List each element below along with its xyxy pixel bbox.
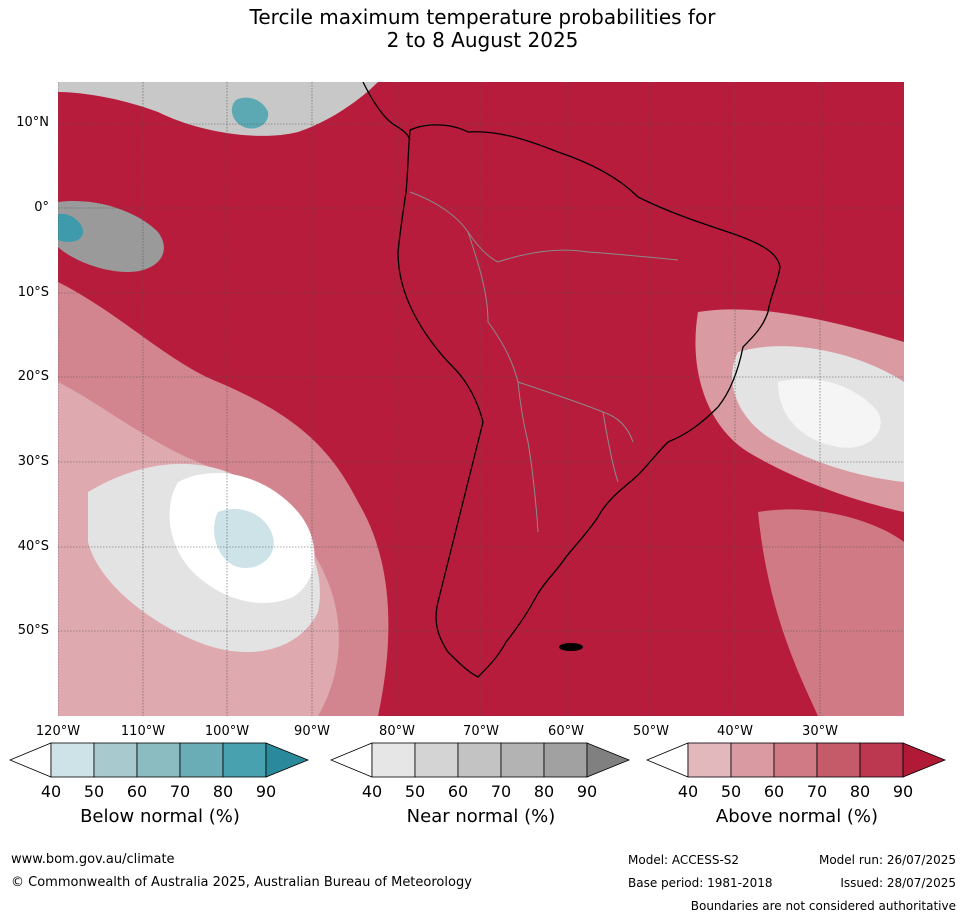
footer-disclaimer: Boundaries are not considered authoritat… <box>690 899 956 913</box>
colorbar-near-normal-tick-60: 60 <box>447 782 469 801</box>
below-normal-patch-north <box>231 97 269 129</box>
white-patch-atlantic <box>778 378 881 448</box>
colorbar-near-normal-box-3 <box>500 742 545 778</box>
lon-label-100w: 100°W <box>204 724 250 739</box>
colorbar-near-normal-tick-90: 90 <box>576 782 598 801</box>
below-normal-patch-equator <box>58 213 83 242</box>
colorbar-below-normal-tick-70: 70 <box>169 782 191 801</box>
colorbar-above-normal-box-2 <box>773 742 818 778</box>
lon-label-90w: 90°W <box>294 724 330 739</box>
colorbar-near-normal-low-arrow <box>330 742 373 778</box>
lon-label-120w: 120°W <box>35 724 81 739</box>
lat-label-20s: 20°S <box>17 369 49 384</box>
colorbar-near-normal-box-1 <box>414 742 459 778</box>
lat-label-10n: 10°N <box>16 115 49 130</box>
colorbar-near-normal-tick-80: 80 <box>533 782 555 801</box>
colorbar-near-normal-box-2 <box>457 742 502 778</box>
near-normal-patch-north-pacific <box>58 82 378 136</box>
colorbar-above-normal-high-arrow <box>902 742 947 778</box>
colorbar-below-normal-tick-80: 80 <box>212 782 234 801</box>
colorbar-above-normal-box-4 <box>859 742 904 778</box>
map-title-line1: Tercile maximum temperature probabilitie… <box>249 5 716 29</box>
colorbar-below-normal-box-1 <box>93 742 138 778</box>
colorbar-below-normal-high-arrow <box>265 742 310 778</box>
colorbar-below-normal-box-4 <box>222 742 267 778</box>
footer-copyright: © Commonwealth of Australia 2025, Austra… <box>11 875 472 890</box>
above-normal-light-south-atlantic <box>758 509 904 716</box>
colorbar-above-normal-box-3 <box>816 742 861 778</box>
lon-label-110w: 110°W <box>120 724 166 739</box>
colorbar-below-normal-tick-50: 50 <box>83 782 105 801</box>
lat-label-0: 0° <box>34 200 49 215</box>
lat-label-50s: 50°S <box>17 623 49 638</box>
colorbar-below-normal-tick-40: 40 <box>40 782 62 801</box>
footer-website: www.bom.gov.au/climate <box>11 852 175 867</box>
colorbar-above-normal-tick-90: 90 <box>892 782 914 801</box>
colorbar-near-normal <box>330 742 631 778</box>
lon-label-60w: 60°W <box>548 724 584 739</box>
near-normal-patch-equator-pacific <box>58 201 164 272</box>
lat-label-40s: 40°S <box>17 539 49 554</box>
colorbar-below-normal-box-0 <box>50 742 95 778</box>
colorbar-near-normal-box-0 <box>371 742 416 778</box>
probability-map <box>58 82 904 716</box>
below-normal-patch-pacific <box>214 508 274 568</box>
colorbar-above-normal-low-arrow <box>646 742 689 778</box>
colorbar-below-normal-box-2 <box>136 742 181 778</box>
colorbar-above-normal-tick-50: 50 <box>720 782 742 801</box>
colorbar-above-normal-tick-80: 80 <box>849 782 871 801</box>
footer-model-run: Model run: 26/07/2025 <box>818 853 956 867</box>
colorbar-title-near-normal: Near normal (%) <box>406 806 556 827</box>
colorbar-above-normal <box>646 742 947 778</box>
colorbar-title-below-normal: Below normal (%) <box>80 806 240 827</box>
colorbar-near-normal-box-4 <box>543 742 588 778</box>
colorbar-above-normal-tick-40: 40 <box>677 782 699 801</box>
lat-label-30s: 30°S <box>17 454 49 469</box>
footer-issued: Issued: 28/07/2025 <box>840 876 956 890</box>
colorbar-near-normal-tick-50: 50 <box>404 782 426 801</box>
colorbar-above-normal-tick-70: 70 <box>806 782 828 801</box>
lon-label-80w: 80°W <box>379 724 415 739</box>
south-america-coastline <box>397 124 781 678</box>
colorbar-above-normal-box-0 <box>687 742 732 778</box>
colorbar-above-normal-tick-60: 60 <box>763 782 785 801</box>
colorbar-title-above-normal: Above normal (%) <box>715 806 879 827</box>
country-borders <box>409 191 679 533</box>
map-title-line2: 2 to 8 August 2025 <box>386 28 579 52</box>
lon-label-70w: 70°W <box>463 724 499 739</box>
footer-model: Model: ACCESS-S2 <box>628 853 740 867</box>
colorbar-below-normal-tick-90: 90 <box>255 782 277 801</box>
colorbar-near-normal-tick-70: 70 <box>490 782 512 801</box>
graticule <box>58 82 904 716</box>
lon-label-30w: 30°W <box>802 724 838 739</box>
lon-label-50w: 50°W <box>633 724 669 739</box>
colorbar-below-normal-low-arrow <box>9 742 52 778</box>
footer-base-period: Base period: 1981-2018 <box>628 876 773 890</box>
colorbar-below-normal-box-3 <box>179 742 224 778</box>
colorbar-above-normal-box-1 <box>730 742 775 778</box>
colorbar-below-normal-tick-60: 60 <box>126 782 148 801</box>
colorbar-near-normal-tick-40: 40 <box>361 782 383 801</box>
central-america-coastline <box>362 82 411 141</box>
colorbar-near-normal-high-arrow <box>586 742 631 778</box>
lat-label-10s: 10°S <box>17 285 49 300</box>
colorbar-below-normal <box>9 742 310 778</box>
lon-label-40w: 40°W <box>717 724 753 739</box>
falkland-islands <box>559 643 583 651</box>
